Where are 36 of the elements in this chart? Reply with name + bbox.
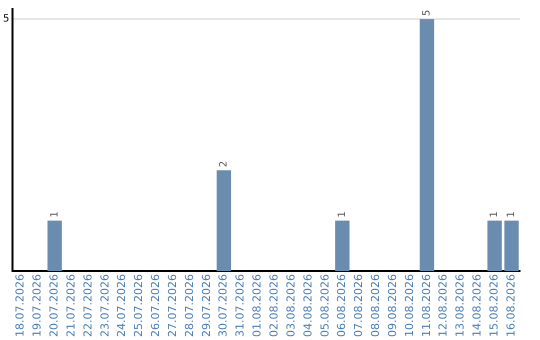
x-tick-label: 16.08.2026 [504,274,518,338]
x-tick-label: 25.07.2026 [132,274,146,338]
x-tick-label: 07.08.2026 [352,274,366,338]
x-tick-label: 31.07.2026 [234,274,247,338]
x-tick-label: 08.08.2026 [369,274,382,338]
data-label: 1 [336,211,348,218]
x-tick-label: 06.08.2026 [335,274,348,338]
x-tick-label: 30.07.2026 [216,274,230,338]
data-label: 2 [218,160,230,168]
x-tick-label: 28.07.2026 [182,274,196,338]
x-tick-label: 03.08.2026 [284,274,298,338]
data-label: 1 [506,211,518,218]
x-tick-label: 21.07.2026 [64,274,78,338]
data-label: 1 [49,211,60,218]
data-label: 5 [422,10,433,16]
x-tick-label: 01.08.2026 [250,274,264,338]
data-label: 1 [489,211,500,218]
x-tick-label: 22.07.2026 [81,274,94,338]
x-tick-label: 05.08.2026 [318,274,332,338]
x-tick-label: 11.08.2026 [420,274,433,338]
x-tick-label: 29.07.2026 [200,274,213,338]
x-tick-label: 02.08.2026 [268,274,280,338]
x-tick-label: 10.08.2026 [402,274,416,338]
x-tick-label: 15.08.2026 [487,274,500,338]
x-tick-label: 19.07.2026 [30,274,44,338]
x-tick-label: 23.07.2026 [98,274,112,338]
x-tick-label: 18.07.2026 [14,274,27,338]
x-tick-label: 13.08.2026 [454,274,467,338]
x-tick-label: 20.07.2026 [48,274,61,338]
x-tick-label: 12.08.2026 [436,274,450,338]
x-tick-label: 26.07.2026 [149,274,162,338]
x-tick-label: 04.08.2026 [301,274,314,338]
x-tick-label: 24.07.2026 [115,274,128,338]
x-tick-label: 14.08.2026 [470,274,484,338]
x-tick-label: 09.08.2026 [386,274,399,338]
x-tick-label: 27.07.2026 [166,274,179,338]
